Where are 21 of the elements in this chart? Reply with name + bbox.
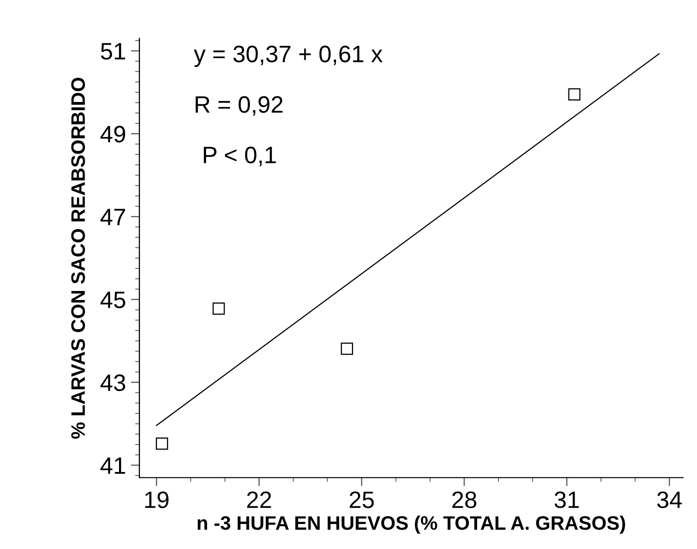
y-tick-label: 41 <box>100 458 126 474</box>
y-tick-label: 51 <box>100 43 126 60</box>
y-tick-label: 43 <box>100 374 126 392</box>
point <box>568 88 580 100</box>
point <box>340 342 354 355</box>
x-tick-label: 34 <box>657 491 682 508</box>
x-tick-label: 25 <box>350 491 374 508</box>
y-tick-label: 47 <box>100 208 126 226</box>
annotation: R = 0,92 <box>196 96 282 116</box>
y-axis-title: % LARVAS CON SACO REABSORBIDO <box>71 78 85 439</box>
annotation: y = 30,37 + 0,61 x <box>194 46 383 68</box>
x-tick-label: 31 <box>554 491 579 508</box>
point <box>212 302 225 315</box>
y-tick-label: 49 <box>100 126 126 143</box>
y-tick-label: 45 <box>100 292 126 308</box>
x-axis-title: n -3 HUFA EN HUEVOS (% TOTAL A. GRASOS) <box>198 516 626 534</box>
x-tick-label: 19 <box>145 491 169 508</box>
point <box>156 438 168 450</box>
annotation: P < 0,1 <box>204 146 276 166</box>
x-tick-label: 28 <box>452 491 476 508</box>
x-tick-label: 22 <box>247 491 272 508</box>
